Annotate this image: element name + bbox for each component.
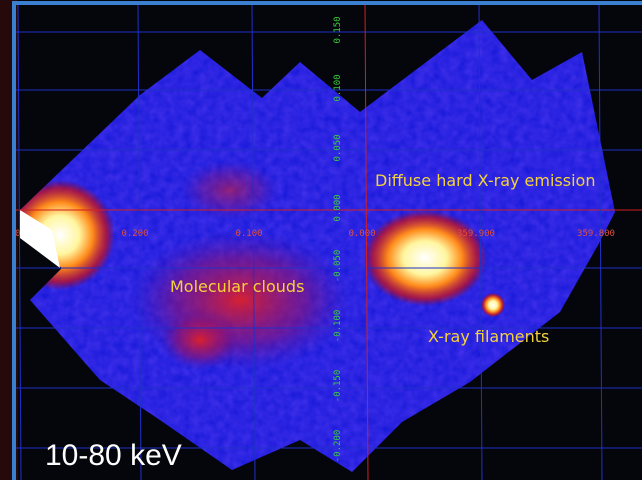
frame-top — [12, 1, 642, 5]
latitude-label: 0.000 — [333, 194, 343, 221]
annotation: Molecular clouds — [170, 277, 304, 296]
latitude-label: -0.150 — [333, 370, 343, 403]
latitude-label: 0.050 — [333, 134, 343, 161]
latitude-label: -0.050 — [333, 250, 343, 283]
longitude-label: 0 — [15, 229, 20, 239]
cloud-glow — [180, 160, 280, 220]
longitude-label: 359.800 — [577, 229, 615, 239]
longitude-label: 0.200 — [121, 229, 148, 239]
sky-image: Diffuse hard X-ray emission Molecular cl… — [0, 0, 642, 480]
annotation: Diffuse hard X-ray emission — [375, 171, 595, 190]
latitude-label: 0.100 — [333, 74, 343, 101]
latitude-label: -0.200 — [333, 430, 343, 463]
latitude-label: 0.150 — [333, 16, 343, 43]
energy-band: 10-80 keV — [45, 439, 182, 472]
longitude-label: 0.100 — [235, 229, 262, 239]
hot-source — [481, 293, 505, 317]
hot-source — [363, 210, 487, 306]
latitude-label: -0.100 — [333, 310, 343, 343]
longitude-label: 0.000 — [348, 229, 375, 239]
frame-left — [12, 1, 16, 480]
cloud-glow — [160, 310, 240, 370]
annotation: X-ray filaments — [428, 327, 549, 346]
longitude-label: 359.900 — [457, 229, 495, 239]
